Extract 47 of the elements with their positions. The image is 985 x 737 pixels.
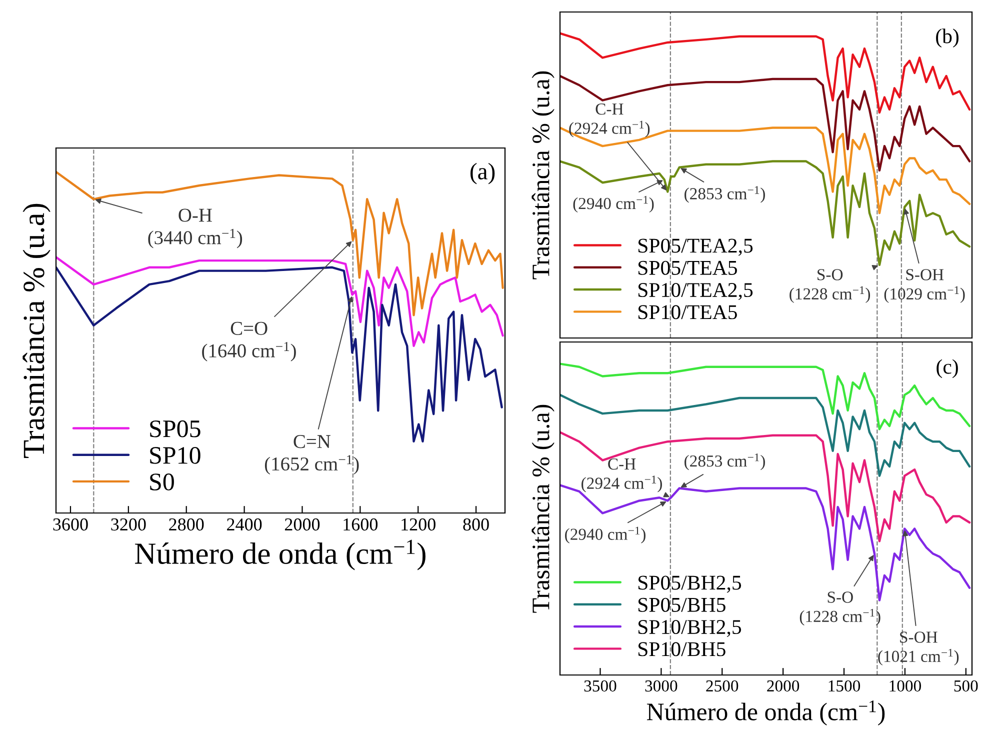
x-tick-label: 3000 — [645, 680, 678, 692]
legend-label: SP05/TEA5 — [638, 260, 737, 275]
annotation: (2940 cm$^{−1}$) — [573, 196, 654, 213]
x-tick-label: 3500 — [584, 680, 616, 692]
annotation: S-O (1228 cm$^{−1}$) — [800, 592, 880, 626]
x-tick-label: 2400 — [227, 518, 262, 531]
x-tick-label: 1600 — [344, 518, 378, 531]
legend-label: SP10/TEA5 — [638, 305, 737, 320]
x-tick-label: 2000 — [284, 518, 320, 531]
legend-label: SP10 — [150, 446, 200, 464]
annotation: (2853 cm$^{−1}$) — [684, 453, 765, 470]
legend-label: SP10/TEA2,5 — [638, 282, 753, 300]
x-tick-label: 500 — [954, 680, 978, 692]
x-tick-label: 1200 — [402, 518, 436, 531]
legend-label: SP05/BH5 — [638, 598, 726, 612]
annotation: (c) — [936, 359, 958, 378]
y-axis-title: Trasmitância % (u.a) — [532, 404, 554, 613]
annotation: O-H (3440 cm$^{−1}$) — [148, 208, 242, 248]
x-axis-title: Número de onda (cm$^{−1}$) — [135, 540, 426, 570]
x-tick-label: 3200 — [111, 518, 146, 531]
legend-label: SP05 — [150, 420, 200, 438]
annotation: C=N (1652 cm$^{−1}$) — [264, 435, 359, 475]
annotation: (b) — [936, 28, 959, 48]
x-tick-label: 1000 — [890, 680, 921, 692]
legend-label: S0 — [150, 474, 174, 490]
legend-label: SP10/BH2,5 — [638, 620, 742, 638]
annotation: S-OH (1021 cm$^{−1}$) — [878, 632, 959, 666]
annotation: C-H (2924 cm$^{−1}$) — [582, 458, 662, 492]
x-tick-label: 2800 — [169, 518, 204, 531]
annotation: C-H (2924 cm$^{−1}$) — [569, 103, 650, 138]
annotation: C=O (1640 cm$^{−1}$) — [202, 322, 296, 362]
annotation: (2940 cm$^{−1}$) — [565, 526, 646, 544]
y-axis-title: Trasmitância % (u.a) — [22, 204, 50, 458]
x-tick-label: 2000 — [767, 680, 800, 692]
x-axis-title: Número de onda (cm$^{−1}$) — [646, 700, 885, 726]
y-axis-title: Trasmitância % (u.a) — [532, 71, 554, 280]
legend-label: SP05/BH2,5 — [638, 576, 742, 593]
legend-label: SP10/BH5 — [638, 642, 726, 656]
annotation: S-OH (1029 cm$^{−1}$) — [884, 269, 965, 303]
annotation: (2853 cm$^{−1}$) — [684, 186, 765, 203]
x-tick-label: 1500 — [828, 680, 860, 692]
x-tick-label: 3600 — [53, 518, 88, 531]
annotation: (a) — [470, 162, 495, 184]
legend-label: SP05/TEA2,5 — [638, 238, 753, 256]
annotation: S-O (1228 cm$^{−1}$) — [790, 269, 870, 303]
x-tick-label: 800 — [463, 518, 489, 531]
x-tick-label: 2500 — [706, 680, 738, 692]
